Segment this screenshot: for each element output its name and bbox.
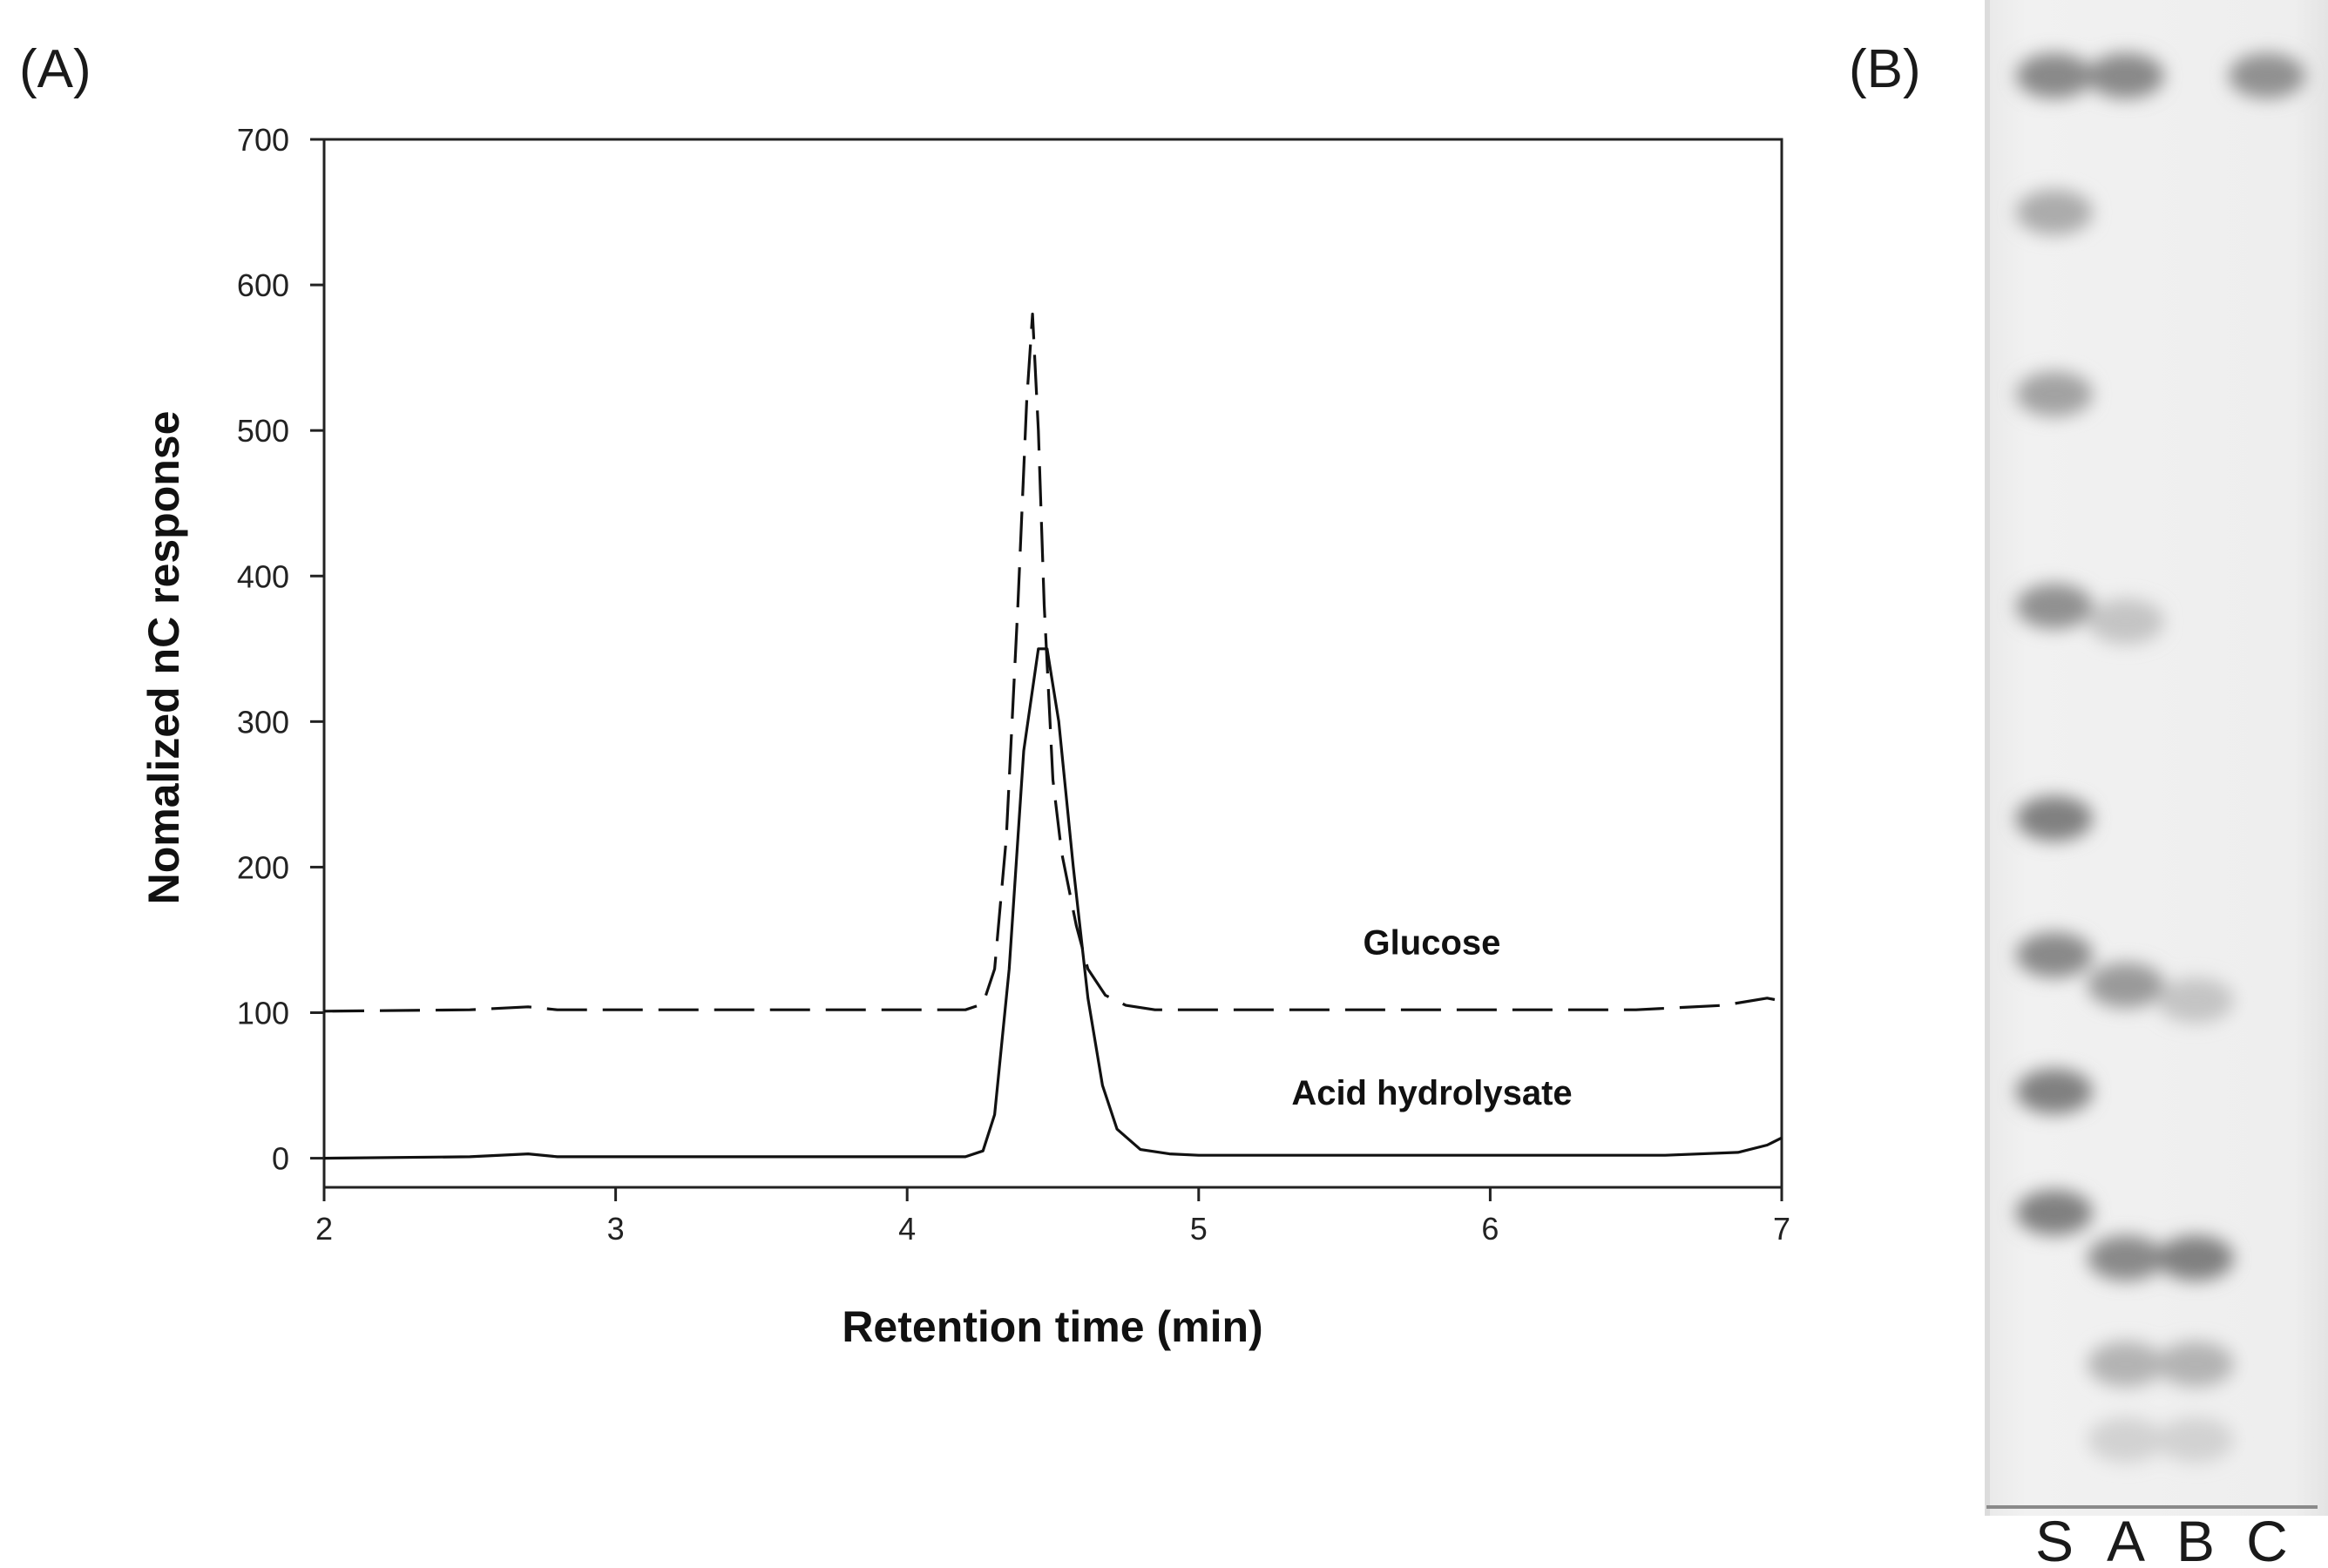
y-axis-title: Nomalized nC response (139, 411, 188, 905)
x-tick-label: 3 (607, 1211, 625, 1247)
tlc-spots (2016, 53, 2305, 1463)
tlc-spot-b (2157, 1235, 2234, 1281)
tlc-plate-left-edge (1985, 0, 1990, 1516)
tlc-spot-a (2088, 1417, 2164, 1463)
y-tick-label: 400 (237, 558, 289, 594)
y-tick-label: 300 (237, 704, 289, 740)
tlc-spot-s (2016, 53, 2093, 98)
tlc-spot-b (2157, 1417, 2234, 1463)
y-tick-label: 0 (272, 1141, 289, 1177)
tlc-spot-s (2016, 1190, 2093, 1235)
tlc-spot-s (2016, 795, 2093, 841)
tlc-spot-s (2016, 932, 2093, 978)
x-tick-label: 7 (1773, 1211, 1790, 1247)
y-tick-label: 500 (237, 413, 289, 449)
tlc-spot-a (2088, 598, 2164, 645)
chromatogram-chart: 0 100 200 300 400 500 600 700 2 3 4 5 6 7 Glucose Aci… (139, 122, 1790, 1351)
series-line-glucose (323, 312, 1783, 1013)
tlc-spot-s (2016, 371, 2093, 417)
panel-a-label: (A) (19, 39, 91, 99)
y-tick-label: 100 (237, 996, 289, 1031)
x-axis-title: Retention time (min) (842, 1302, 1262, 1351)
tlc-spot-a (2088, 1235, 2164, 1281)
series-label: Acid hydrolysate (1291, 1074, 1572, 1112)
tlc-spot-a (2088, 963, 2164, 1008)
x-tick-label: 4 (898, 1211, 916, 1247)
tlc-lane-label: C (2246, 1509, 2288, 1568)
tlc-spot-a (2088, 53, 2164, 98)
series-labels: Glucose Acid hydrolysate (1291, 924, 1572, 1112)
y-tick-label: 200 (237, 849, 289, 885)
tlc-lane-label: A (2107, 1509, 2145, 1568)
tlc-spot-s (2016, 1068, 2093, 1114)
x-tick-label: 2 (315, 1211, 333, 1247)
tlc-spot-c (2229, 53, 2305, 98)
series-layer (323, 312, 1783, 1160)
series-line-acid-hydrolysate (323, 647, 1783, 1160)
tlc-lane-label: B (2176, 1509, 2215, 1568)
series-label: Glucose (1364, 924, 1501, 963)
x-tick-label: 5 (1190, 1211, 1208, 1247)
y-axis-ticks: 0 100 200 300 400 500 600 700 (237, 122, 324, 1177)
tlc-spot-a (2088, 1342, 2164, 1387)
tlc-spot-b (2157, 977, 2234, 1024)
x-tick-label: 6 (1481, 1211, 1499, 1247)
tlc-spot-s (2016, 189, 2093, 235)
y-tick-label: 600 (237, 267, 289, 303)
plot-frame (322, 138, 1783, 1189)
tlc-spot-s (2016, 584, 2093, 629)
x-axis-ticks: 2 3 4 5 6 7 (315, 1187, 1790, 1247)
y-tick-label: 700 (237, 122, 289, 158)
panel-b-label: (B) (1849, 39, 1921, 99)
tlc-lane-label: S (2035, 1509, 2074, 1568)
tlc-spot-b (2157, 1342, 2234, 1387)
